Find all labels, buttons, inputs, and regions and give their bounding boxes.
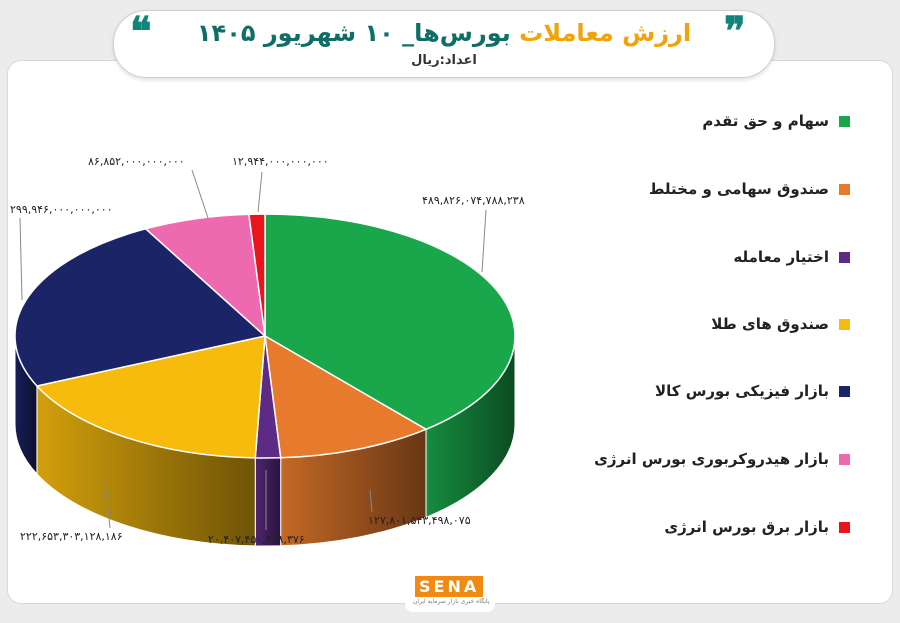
legend-swatch [839, 453, 850, 465]
legend-swatch [839, 115, 850, 127]
leader-line-5 [191, 169, 209, 219]
legend-item-3[interactable]: صندوق های طلا [711, 315, 850, 333]
legend-swatch [839, 251, 850, 263]
legend-label: صندوق سهامی و مختلط [648, 180, 829, 198]
legend-item-6[interactable]: بازار برق بورس انرژی [664, 518, 850, 536]
legend-label: بازار هیدروکربوری بورس انرژی [594, 450, 829, 468]
legend-swatch [839, 521, 850, 533]
data-label-1: ۱۲۷,۸۰۱,۵۴۳,۴۹۸,۰۷۵ [368, 514, 471, 527]
sena-logo[interactable]: SENA پایگاه خبری بازار سرمایه ایران [405, 568, 495, 612]
legend-swatch [839, 385, 850, 397]
leader-line-4 [19, 217, 23, 301]
legend-label: اختیار معامله [733, 248, 829, 266]
pie-slice-0[interactable] [264, 213, 516, 431]
legend-swatch [839, 183, 850, 195]
pie-slice-4[interactable] [14, 227, 267, 387]
legend-label: بازار برق بورس انرژی [664, 518, 829, 536]
legend-item-4[interactable]: بازار فیزیکی بورس کالا [655, 382, 850, 400]
page-title: ارزش معاملات بورس‌ها_ ۱۰ شهریور ۱۴۰۵ [114, 19, 774, 47]
data-label-2: ۲۰,۴۰۷,۴۵۰,۴۹۸,۳۷۶ [208, 533, 305, 546]
pie-slice-1[interactable] [264, 334, 428, 459]
leader-line-6 [257, 171, 263, 213]
legend-item-0[interactable]: سهام و حق تقدم [702, 112, 850, 130]
data-label-5: ۸۶,۸۵۲,۰۰۰,۰۰۰,۰۰۰ [88, 155, 185, 168]
title-banner: ارزش معاملات بورس‌ها_ ۱۰ شهریور ۱۴۰۵ اعد… [113, 10, 775, 78]
pie-slice-6[interactable] [248, 213, 266, 337]
quote-open-icon: ❝ [130, 8, 152, 55]
leader-line-1 [369, 489, 373, 513]
leader-line-0 [481, 209, 487, 273]
logo-subtitle: پایگاه خبری بازار سرمایه ایران [413, 598, 490, 605]
logo-text: SENA [415, 576, 484, 597]
title-part2: بورس‌ها_ ۱۰ شهریور ۱۴۰۵ [196, 19, 511, 47]
legend-item-1[interactable]: صندوق سهامی و مختلط [649, 180, 850, 198]
legend-label: سهام و حق تقدم [702, 112, 829, 130]
legend-label: بازار فیزیکی بورس کالا [654, 382, 829, 400]
unit-subtitle: اعداد:ریال [411, 53, 477, 68]
data-label-0: ۴۸۹,۸۲۶,۰۷۴,۷۸۸,۲۳۸ [422, 194, 525, 207]
legend-item-2[interactable]: اختیار معامله [733, 248, 850, 266]
legend-item-5[interactable]: بازار هیدروکربوری بورس انرژی [594, 450, 850, 468]
data-label-3: ۲۲۲,۶۵۳,۳۰۳,۱۲۸,۱۸۶ [20, 530, 123, 543]
legend-swatch [839, 318, 850, 330]
pie-slice-5[interactable] [144, 213, 267, 338]
quote-close-icon: ❞ [724, 8, 746, 55]
legend-label: صندوق های طلا [711, 315, 829, 333]
data-label-4: ۲۹۹,۹۴۶,۰۰۰,۰۰۰,۰۰۰ [10, 203, 113, 216]
leader-line-3 [104, 479, 111, 529]
data-label-6: ۱۲,۹۴۴,۰۰۰,۰۰۰,۰۰۰ [232, 155, 329, 168]
title-part1: ارزش معاملات [519, 19, 692, 47]
pie-slice-3[interactable] [35, 335, 266, 459]
